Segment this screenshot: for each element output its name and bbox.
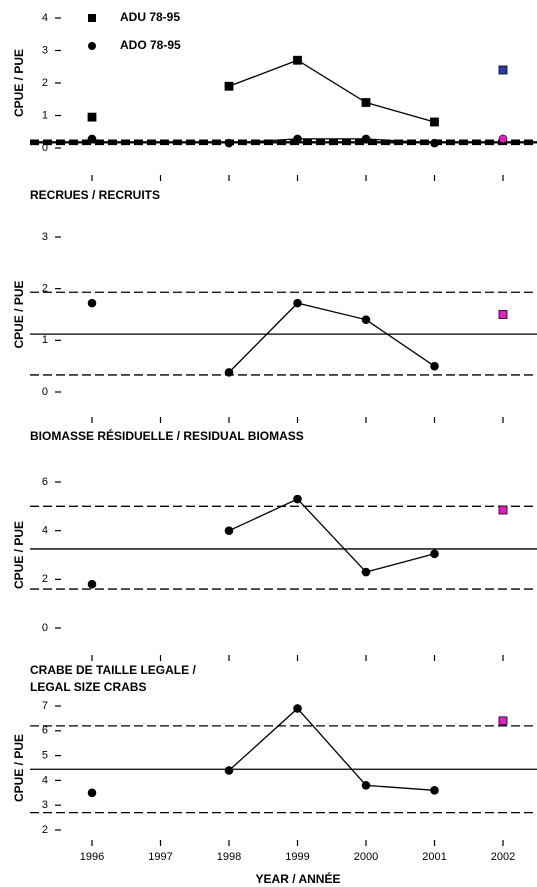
y-tick-label: 2	[42, 77, 48, 89]
y-tick-label: 5	[42, 750, 48, 762]
marker	[361, 315, 371, 324]
y-tick-label: 2	[42, 573, 48, 585]
x-axis-label: YEAR / ANNÉE	[256, 871, 341, 886]
y-tick-label: 6	[42, 725, 48, 737]
marker	[224, 138, 234, 148]
x-tick-label: 2002	[491, 851, 515, 863]
legend-marker	[88, 42, 96, 50]
marker	[224, 81, 234, 91]
marker	[361, 781, 371, 790]
panel-title: RECRUES / RECRUITS	[30, 188, 160, 202]
marker	[361, 134, 371, 144]
series-line	[228, 498, 435, 573]
x-tick-label: 1996	[80, 851, 104, 863]
y-tick-label: 1	[42, 109, 48, 121]
marker	[361, 98, 371, 107]
series-line	[228, 138, 435, 144]
y-tick-label: 0	[42, 142, 48, 154]
marker	[87, 579, 97, 589]
marker	[293, 704, 302, 713]
y-tick-label: 4	[42, 525, 48, 537]
y-tick-label: 3	[42, 799, 48, 811]
series-line	[228, 302, 435, 373]
y-tick-label: 1	[42, 334, 48, 346]
y-axis-label: CPUE / PUE	[12, 49, 26, 117]
y-tick-label: 2	[42, 283, 48, 295]
x-tick-label: 1997	[148, 851, 172, 863]
marker	[498, 310, 508, 319]
x-tick-label: 2000	[354, 851, 378, 863]
marker	[430, 786, 439, 795]
marker	[498, 134, 508, 144]
marker	[498, 716, 508, 726]
marker	[224, 766, 234, 775]
marker	[293, 134, 302, 144]
panel-title: LEGAL SIZE CRABS	[30, 680, 146, 694]
marker	[430, 361, 439, 371]
marker	[87, 134, 97, 144]
y-axis-label: CPUE / PUE	[12, 280, 26, 348]
y-axis-label: CPUE / PUE	[12, 521, 26, 589]
marker	[430, 138, 439, 148]
panel-title: CRABE DE TAILLE LEGALE /	[30, 663, 196, 677]
marker	[87, 788, 97, 798]
legend-label: ADO 78-95	[120, 38, 181, 52]
marker	[87, 112, 97, 122]
marker	[293, 298, 302, 308]
series-line	[228, 707, 435, 791]
y-tick-label: 3	[42, 44, 48, 56]
marker	[293, 55, 302, 65]
marker	[361, 567, 371, 577]
marker	[498, 65, 508, 75]
legend-marker	[88, 14, 96, 22]
legend-label: ADU 78-95	[120, 10, 180, 24]
y-tick-label: 0	[42, 386, 48, 398]
marker	[498, 505, 508, 515]
y-tick-label: 3	[42, 231, 48, 243]
y-tick-label: 0	[42, 622, 48, 634]
x-tick-label: 1998	[217, 851, 241, 863]
y-tick-label: 6	[42, 476, 48, 488]
y-tick-label: 7	[42, 700, 48, 712]
y-tick-label: 2	[42, 824, 48, 836]
panel-title: BIOMASSE RÉSIDUELLE / RESIDUAL BIOMASS	[30, 428, 304, 443]
y-tick-label: 4	[42, 12, 48, 24]
x-tick-label: 1999	[285, 851, 309, 863]
marker	[87, 298, 97, 308]
y-tick-label: 4	[42, 774, 48, 786]
marker	[293, 494, 302, 504]
y-axis-label: CPUE / PUE	[12, 734, 26, 802]
x-tick-label: 2001	[422, 851, 446, 863]
series-line	[228, 59, 435, 123]
marker	[430, 549, 439, 559]
marker	[224, 526, 234, 535]
marker	[224, 368, 234, 377]
marker	[430, 117, 439, 127]
